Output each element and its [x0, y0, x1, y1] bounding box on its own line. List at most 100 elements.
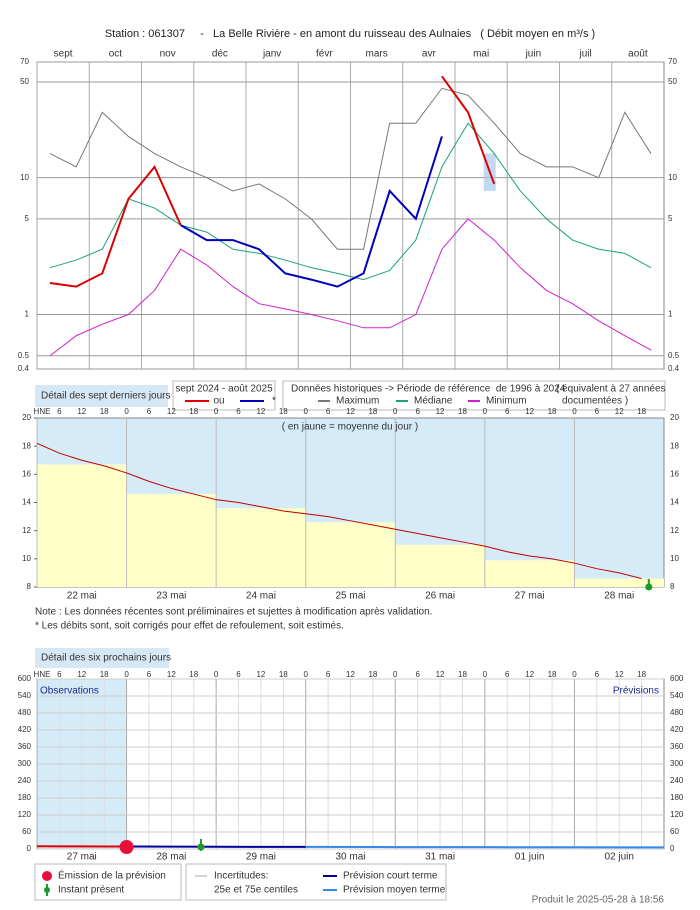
day-label: 24 mai: [246, 591, 276, 602]
y-tick-label: 420: [670, 725, 684, 734]
day-label: 02 juin: [604, 852, 633, 863]
y-tick-label: 600: [670, 674, 684, 683]
month-label: mars: [366, 49, 388, 60]
y-tick-label: 14: [22, 498, 31, 507]
y-tick-label: 180: [18, 793, 32, 802]
legend-note: ( équivalent à 27 années: [556, 384, 666, 395]
hour-label: 12: [615, 670, 624, 679]
series-line: [49, 218, 652, 357]
month-label: déc: [212, 49, 228, 60]
y-tick-label: 5: [25, 214, 30, 223]
hour-label: 18: [548, 670, 557, 679]
hour-label: 6: [595, 670, 600, 679]
y-tick-label: 240: [670, 776, 684, 785]
y-tick-label: 60: [670, 827, 679, 836]
hour-label: 18: [189, 407, 198, 416]
month-label: oct: [109, 49, 123, 60]
forecast-label: Prévisions: [613, 686, 659, 697]
y-tick-label: 0: [670, 844, 675, 853]
day-label: 27 mai: [515, 591, 545, 602]
series-line: [49, 122, 652, 281]
month-label: mai: [473, 49, 489, 60]
hour-label: 6: [326, 407, 331, 416]
day-label: 27 mai: [67, 852, 97, 863]
hour-label: 0: [303, 407, 308, 416]
y-tick-label: 8: [27, 582, 32, 591]
y-tick-label: 360: [670, 742, 684, 751]
y-tick-label: 300: [670, 759, 684, 768]
daily-mean-bar: [395, 544, 485, 587]
detail-button[interactable]: [35, 385, 168, 407]
hour-label: 18: [279, 670, 288, 679]
y-tick-label: 600: [18, 674, 32, 683]
month-label: févr: [316, 49, 333, 60]
hour-label: 12: [167, 407, 176, 416]
legend-box: [185, 863, 447, 901]
y-tick-label: 60: [22, 827, 31, 836]
month-label: janv: [262, 49, 281, 60]
hour-label: 0: [124, 670, 129, 679]
hour-label: 6: [147, 670, 152, 679]
legend-label: 25e et 75e centiles: [214, 885, 298, 896]
y-tick-label: 480: [18, 708, 32, 717]
detail-button-label: Détail des six prochains jours: [41, 653, 171, 664]
legend-label: Prévision court terme: [343, 871, 438, 882]
y-tick-label: 300: [18, 759, 32, 768]
y-tick-label: 240: [18, 776, 32, 785]
y-tick-label: 14: [670, 498, 679, 507]
month-label: juin: [525, 49, 542, 60]
hour-label: 0: [572, 670, 577, 679]
detail-button[interactable]: [35, 648, 169, 668]
day-label: 29 mai: [246, 852, 276, 863]
day-label: 28 mai: [604, 591, 634, 602]
hour-label: 6: [147, 407, 152, 416]
y-tick-label: 1: [668, 310, 673, 319]
hour-label: 18: [189, 670, 198, 679]
hour-label: HNE: [34, 407, 51, 416]
y-tick-label: 10: [670, 554, 679, 563]
hour-label: 6: [415, 670, 420, 679]
legend-box: [172, 380, 276, 411]
y-tick-label: 0.4: [18, 364, 30, 373]
hour-label: 18: [100, 670, 109, 679]
hour-label: 6: [57, 670, 62, 679]
legend-swatch: [44, 887, 50, 893]
y-tick-label: 120: [670, 810, 684, 819]
annotation: ( en jaune = moyenne du jour ): [282, 422, 418, 433]
day-label: 28 mai: [156, 852, 186, 863]
observations-label: Observations: [40, 686, 99, 697]
legend-label: Incertitudes:: [214, 871, 268, 882]
hour-label: 18: [458, 407, 467, 416]
hour-label: 12: [436, 670, 445, 679]
hour-label: 12: [77, 670, 86, 679]
hour-label: 18: [458, 670, 467, 679]
y-tick-label: 20: [670, 413, 679, 422]
y-tick-label: 18: [670, 441, 679, 450]
day-label: 26 mai: [425, 591, 455, 602]
series-line: [49, 87, 652, 250]
y-tick-label: 0.4: [668, 364, 680, 373]
day-label: 30 mai: [335, 852, 365, 863]
hour-label: 12: [615, 407, 624, 416]
legend-label: *: [272, 396, 276, 407]
hour-label: HNE: [34, 670, 51, 679]
series-line: [180, 136, 443, 288]
y-tick-label: 70: [668, 57, 677, 66]
hour-label: 0: [483, 670, 488, 679]
y-tick-label: 0.5: [18, 351, 30, 360]
emission-marker: [119, 840, 134, 854]
hour-label: 18: [368, 407, 377, 416]
day-label: 22 mai: [67, 591, 97, 602]
hour-label: 6: [595, 407, 600, 416]
y-tick-label: 0: [27, 844, 32, 853]
legend-label: ou: [213, 396, 224, 407]
legend-title: Données historiques -> Période de référe…: [291, 384, 566, 395]
y-tick-label: 540: [18, 691, 32, 700]
daily-mean-bar: [305, 522, 396, 587]
legend-label: Minimum: [486, 396, 527, 407]
hour-label: 18: [548, 407, 557, 416]
hour-label: 18: [637, 670, 646, 679]
y-tick-label: 420: [18, 725, 32, 734]
hour-label: 12: [346, 670, 355, 679]
